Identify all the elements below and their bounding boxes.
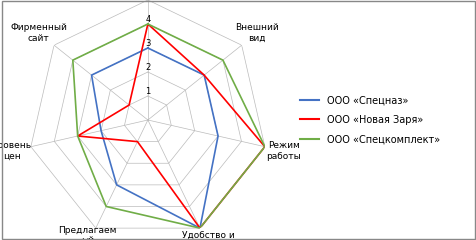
Text: 2: 2 [145, 63, 150, 72]
Text: 1: 1 [145, 87, 150, 96]
Legend: ООО «Спецназ», ООО «Новая Заря», ООО «Спецкомплект»: ООО «Спецназ», ООО «Новая Заря», ООО «Сп… [295, 91, 443, 149]
Text: 3: 3 [145, 39, 150, 48]
Text: 4: 4 [145, 15, 150, 24]
